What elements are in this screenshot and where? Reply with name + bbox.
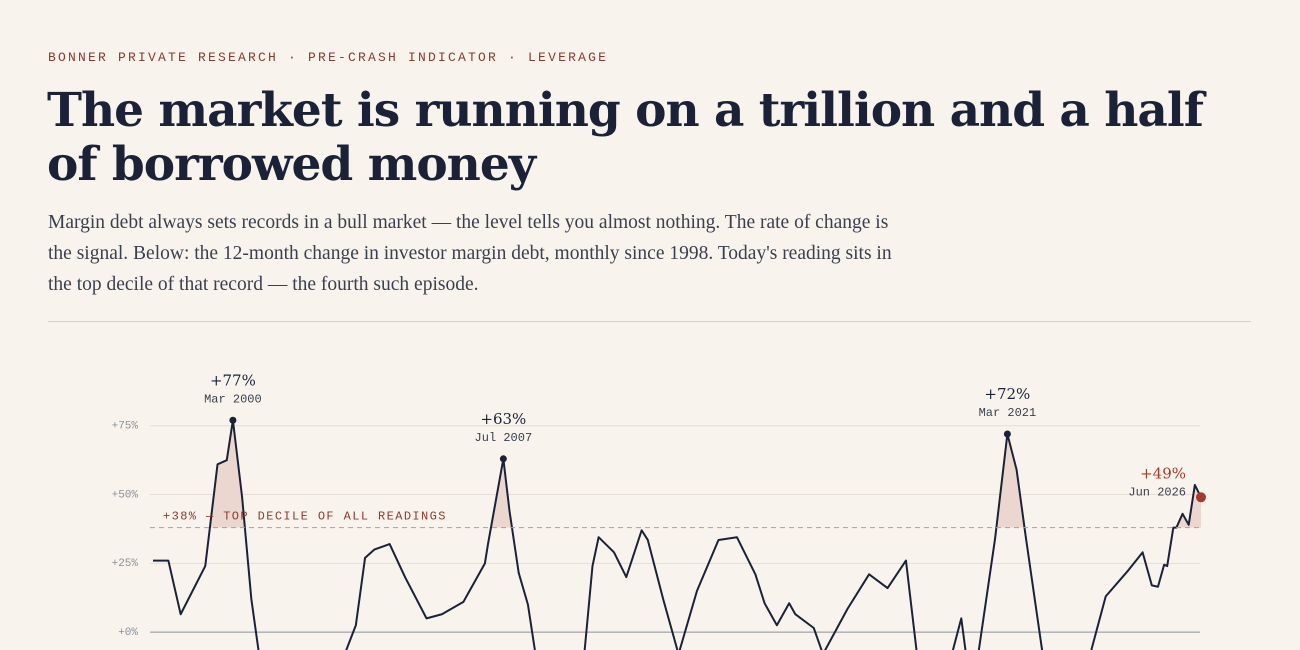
y-tick-label: +25% xyxy=(112,558,139,570)
annotation-date: Mar 2021 xyxy=(979,406,1037,420)
plot xyxy=(153,419,1202,650)
subtitle: Margin debt always sets records in a bul… xyxy=(48,212,892,295)
threshold-label: +38% — TOP DECILE OF ALL READINGS xyxy=(163,510,447,524)
annotation-dot xyxy=(1196,492,1206,503)
series-line xyxy=(153,419,1202,650)
title-line: of borrowed money xyxy=(47,137,536,192)
annotation-date: Mar 2000 xyxy=(204,392,262,406)
eyebrow: BONNER PRIVATE RESEARCH · PRE-CRASH INDI… xyxy=(48,50,609,65)
annotation-date: Jun 2026 xyxy=(1128,485,1186,499)
annotation-value: +77% xyxy=(210,371,256,389)
annotation-dot xyxy=(229,416,237,424)
y-tick-label: +0% xyxy=(118,627,138,639)
title-line: The market is running on a trillion and … xyxy=(47,83,1204,138)
annotation-dot xyxy=(499,455,507,463)
y-tick-label: +75% xyxy=(112,421,139,433)
annotation-dot xyxy=(1003,430,1011,438)
title: The market is running on a trillion and … xyxy=(47,83,1204,192)
annotation-value: +49% xyxy=(1140,464,1186,482)
annotation-value: +72% xyxy=(984,385,1030,403)
y-tick-label: +50% xyxy=(112,489,139,501)
annotation-value: +63% xyxy=(480,410,526,428)
divider xyxy=(48,321,1251,322)
annotation-date: Jul 2007 xyxy=(475,431,533,445)
threshold-fill xyxy=(209,420,1201,528)
